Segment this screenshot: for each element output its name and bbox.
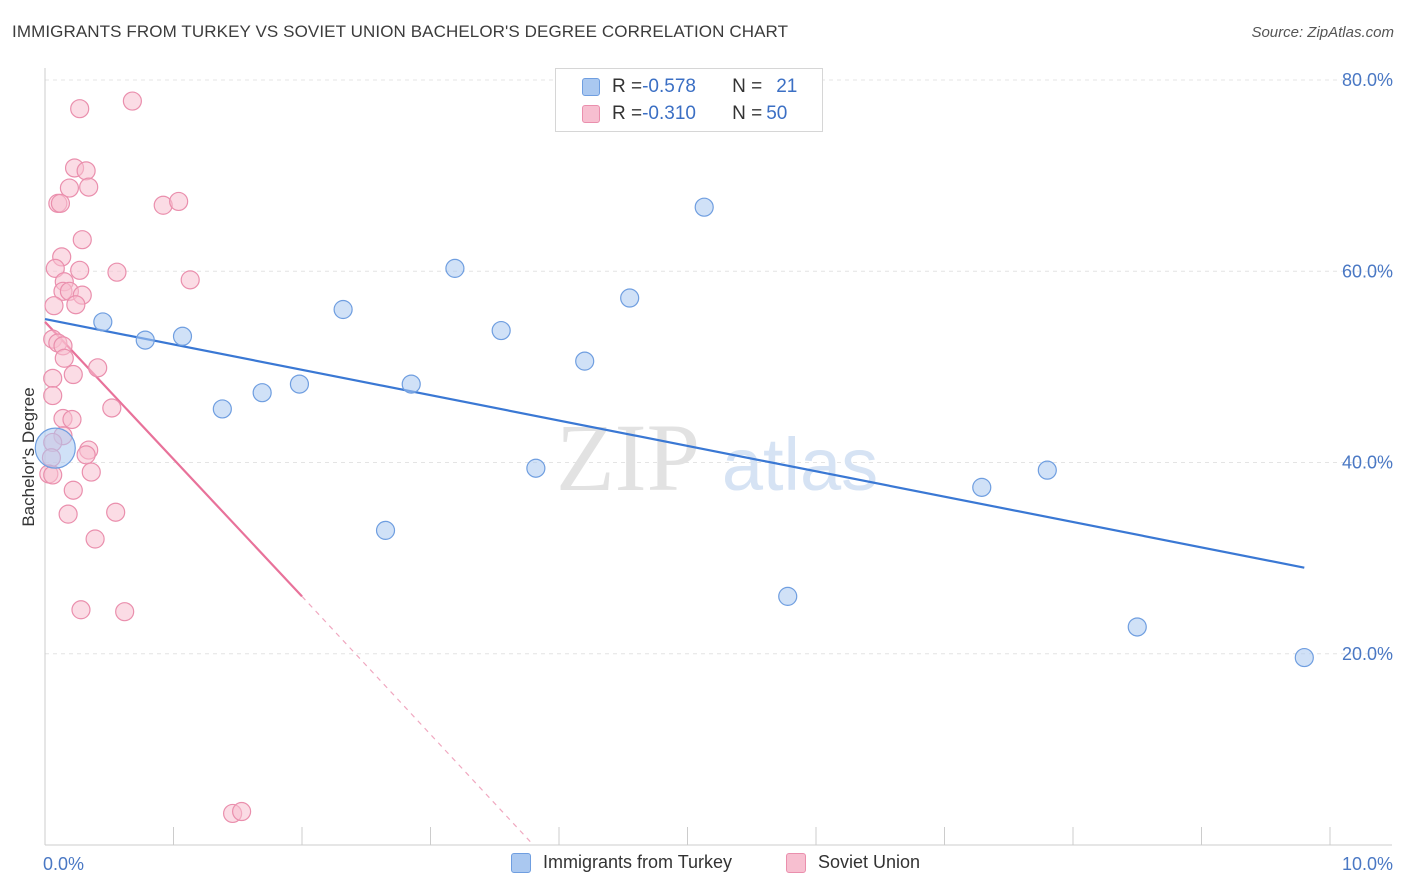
data-point	[375, 520, 396, 540]
data-point	[575, 351, 595, 371]
data-point	[778, 586, 798, 606]
legend-label-turkey: Immigrants from Turkey	[543, 852, 733, 872]
data-point	[76, 445, 96, 465]
data-point	[333, 299, 353, 320]
watermark-zip: ZIP	[556, 404, 700, 511]
legend-r-value: -0.310	[642, 103, 696, 124]
legend-swatch-soviet	[582, 105, 600, 123]
data-point	[59, 178, 80, 198]
data-point	[43, 465, 63, 485]
y-tick-label: 60.0%	[1342, 261, 1393, 281]
watermark-atlas: atlas	[722, 423, 878, 506]
data-point	[43, 368, 63, 388]
y-axis-title: Bachelor's Degree	[19, 387, 38, 526]
data-point	[85, 529, 105, 549]
tick-labels: 20.0% 40.0% 60.0% 80.0% 0.0% 10.0%	[43, 70, 1393, 874]
data-point	[106, 502, 126, 522]
data-point	[620, 288, 640, 308]
data-point	[491, 320, 511, 341]
data-point	[58, 504, 78, 524]
data-point	[66, 295, 86, 315]
data-point	[70, 99, 90, 119]
data-point	[1127, 617, 1147, 637]
data-point	[102, 398, 122, 418]
data-point	[107, 262, 127, 282]
data-point	[445, 258, 465, 278]
data-point	[972, 477, 992, 497]
legend-n-value: 21	[776, 76, 798, 97]
data-point	[93, 312, 113, 332]
axes	[44, 68, 1392, 846]
legend-r-value: -0.578	[642, 76, 696, 97]
series-legend: Immigrants from Turkey Soviet Union	[0, 852, 1406, 878]
data-point	[45, 258, 65, 278]
data-point	[43, 385, 63, 406]
legend-n-value: 50	[766, 103, 788, 124]
legend-swatch-soviet	[786, 852, 806, 873]
data-point	[71, 600, 91, 620]
legend-swatch-turkey	[511, 852, 531, 873]
trend-line-extension	[301, 595, 532, 843]
data-point	[115, 602, 135, 622]
legend-row-turkey: R = -0.578 N = 21	[582, 74, 797, 100]
data-point	[70, 260, 90, 280]
y-tick-label: 20.0%	[1342, 644, 1393, 664]
source-credit: Source: ZipAtlas.com	[1251, 24, 1394, 41]
x-tick-label: 0.0%	[43, 854, 84, 874]
data-point	[50, 193, 71, 213]
data-point	[289, 374, 310, 394]
data-point	[54, 348, 74, 368]
data-point	[135, 330, 155, 350]
data-point	[44, 296, 64, 316]
grid-lines	[45, 79, 1392, 655]
data-point	[694, 197, 714, 217]
legend-n-label: N =	[732, 76, 763, 97]
data-point	[1037, 460, 1057, 480]
data-point	[122, 91, 142, 111]
legend-item-turkey[interactable]: Immigrants from Turkey	[511, 852, 732, 873]
data-point	[212, 399, 232, 419]
data-point	[172, 326, 193, 346]
trend-line	[44, 317, 1305, 569]
data-point	[76, 161, 96, 181]
legend-item-soviet[interactable]: Soviet Union	[786, 852, 920, 873]
data-point	[34, 427, 76, 469]
data-point	[252, 383, 272, 403]
watermark: ZIP atlas	[556, 404, 878, 511]
y-tick-label: 80.0%	[1342, 70, 1393, 90]
data-point	[401, 374, 421, 394]
data-point	[232, 801, 252, 822]
data-point	[79, 177, 99, 197]
legend-r-label: R =	[612, 103, 643, 124]
legend-n-label: N =	[732, 103, 763, 124]
data-point	[88, 358, 108, 378]
trend-lines	[44, 317, 1305, 843]
legend-r-label: R =	[612, 76, 643, 97]
legend-row-soviet: R = -0.310 N = 50	[582, 101, 787, 127]
legend-label-soviet: Soviet Union	[818, 852, 921, 872]
data-point	[180, 270, 200, 290]
stats-legend: R = -0.578 N = 21 R = -0.310 N = 50	[555, 68, 823, 132]
x-tick-label: 10.0%	[1342, 854, 1393, 874]
data-point	[81, 462, 101, 482]
chart-title: IMMIGRANTS FROM TURKEY VS SOVIET UNION B…	[12, 22, 789, 41]
data-point	[72, 230, 92, 250]
data-point	[63, 364, 83, 385]
data-point	[526, 458, 546, 478]
data-point	[169, 191, 189, 212]
trend-line	[44, 321, 303, 598]
data-point	[63, 480, 83, 500]
y-tick-label: 40.0%	[1342, 453, 1393, 473]
data-point	[1294, 647, 1314, 668]
data-points	[34, 91, 1314, 824]
data-point	[62, 409, 82, 430]
legend-swatch-turkey	[582, 78, 600, 96]
